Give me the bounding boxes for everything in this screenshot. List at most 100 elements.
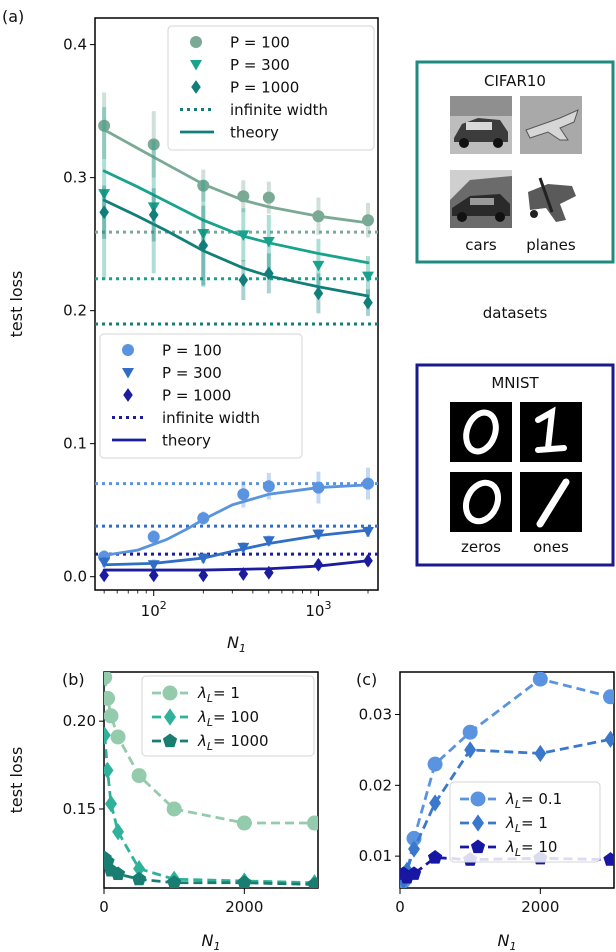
panel-c-legend-label: λL= 0.1 bbox=[505, 790, 562, 811]
panel-c-point bbox=[462, 724, 478, 740]
cifar-point bbox=[238, 273, 249, 287]
mnist-legend-label: infinite width bbox=[162, 409, 260, 427]
panel-b-legend-box bbox=[141, 675, 315, 757]
panel-b-point bbox=[104, 761, 114, 779]
panel-c-legend-box bbox=[449, 781, 601, 863]
panel-c-legend-label: λL= 1 bbox=[505, 814, 548, 835]
mnist-legend-box bbox=[99, 333, 303, 459]
panel-b-point bbox=[104, 708, 119, 724]
panel-c-label: (c) bbox=[356, 670, 377, 689]
cifar-legend-label: theory bbox=[230, 124, 279, 142]
panel-c-point bbox=[406, 830, 422, 846]
panel-a-xlabel-base: N bbox=[227, 633, 239, 652]
panel-b-point bbox=[237, 875, 252, 888]
mnist-point bbox=[312, 481, 325, 494]
cifar-point bbox=[148, 207, 159, 222]
panel-c-point bbox=[408, 840, 421, 858]
panel-a-ylabel: test loss bbox=[7, 271, 26, 338]
panel-b-series-line bbox=[104, 677, 315, 825]
cifar-label-planes: planes bbox=[526, 236, 576, 254]
panel-b-series-group bbox=[104, 672, 318, 888]
mnist-title: MNIST bbox=[491, 374, 539, 392]
panel-b-point bbox=[236, 815, 252, 831]
cifar-point bbox=[99, 205, 109, 220]
mnist-legend-label: P = 100 bbox=[162, 342, 222, 360]
panel-b-legend-label-sym: λ bbox=[197, 684, 207, 702]
cifar-point bbox=[362, 214, 375, 227]
panel-c-legend: λL= 0.1λL= 1λL= 10 bbox=[449, 781, 601, 863]
panel-c-legend-marker bbox=[470, 839, 486, 854]
cifar-theory-line bbox=[102, 128, 370, 225]
cifar-point bbox=[262, 236, 275, 248]
xtick-exp: 3 bbox=[324, 599, 331, 612]
mnist-legend-marker bbox=[122, 344, 134, 356]
panel-c-xlabel-sub: 1 bbox=[509, 940, 516, 952]
panel-b-legend-label-sub: L bbox=[207, 716, 213, 729]
panel-c-point bbox=[603, 852, 614, 866]
panel-c-legend-marker bbox=[472, 814, 484, 832]
mnist-image-one-2 bbox=[520, 472, 582, 532]
panel-b-point bbox=[112, 823, 125, 841]
mnist-legend: P = 100 P = 300 P = 1000 infinite width theo… bbox=[99, 333, 303, 459]
mnist-point bbox=[238, 567, 249, 581]
cifar-point bbox=[363, 295, 373, 310]
panel-c-point bbox=[602, 689, 614, 705]
panel-b-point bbox=[306, 815, 318, 831]
mnist-point bbox=[147, 560, 160, 571]
panel-b-legend-marker bbox=[162, 733, 178, 748]
cifar-point bbox=[147, 138, 160, 151]
xtick-label: 0 bbox=[99, 898, 109, 916]
cifar-legend-label: P = 1000 bbox=[230, 79, 299, 97]
ytick-label: 0.1 bbox=[63, 435, 87, 453]
xtick-label: 103 bbox=[305, 599, 331, 620]
xtick-label: 0 bbox=[395, 898, 405, 916]
panel-c-point bbox=[427, 756, 443, 772]
xtick-label: 102 bbox=[141, 599, 167, 620]
panel-c-point bbox=[427, 850, 443, 864]
cifar-image-car-1 bbox=[450, 96, 512, 154]
panel-b-legend-label: λL= 100 bbox=[197, 708, 259, 729]
ytick-label: 0.02 bbox=[359, 776, 392, 794]
cifar-legend-label: infinite width bbox=[230, 101, 328, 119]
mnist-point bbox=[148, 568, 159, 583]
mnist-image-one-1 bbox=[520, 402, 582, 462]
mnist-point bbox=[197, 512, 210, 525]
cifar-legend-marker bbox=[190, 36, 202, 48]
cifar-legend-label: P = 100 bbox=[230, 34, 290, 52]
cifar-point bbox=[98, 189, 111, 200]
cifar-image-plane-1 bbox=[520, 96, 582, 154]
panel-c-legend-label-sub: L bbox=[515, 846, 521, 859]
cifar-theory-line bbox=[102, 198, 370, 298]
cifar-point bbox=[262, 191, 275, 204]
panel-b-legend-label: λL= 1000 bbox=[197, 732, 269, 753]
cifar-point bbox=[313, 286, 324, 301]
mnist-legend-label: theory bbox=[162, 432, 211, 450]
panel-c-legend-label-sym: λ bbox=[505, 838, 515, 856]
cifar-image-plane-2 bbox=[520, 170, 582, 228]
panel-b-point bbox=[110, 866, 126, 881]
panel-c-legend-label-sym: λ bbox=[505, 790, 515, 808]
panel-c-legend-label-sym: λ bbox=[505, 814, 515, 832]
mnist-label-zeros: zeros bbox=[461, 538, 501, 556]
xtick-exp: 2 bbox=[160, 599, 167, 612]
mnist-point bbox=[99, 568, 109, 583]
xtick-label: 2000 bbox=[225, 898, 263, 916]
cifar-point bbox=[312, 260, 325, 272]
panel-b-point bbox=[104, 726, 111, 744]
cifar-point bbox=[197, 228, 210, 240]
panel-b-point bbox=[133, 860, 146, 878]
ytick-label: 0.3 bbox=[63, 169, 87, 187]
panel-b-legend-label-val: = 1 bbox=[213, 684, 240, 702]
cifar-point bbox=[264, 266, 274, 281]
mnist-point bbox=[362, 526, 375, 538]
ytick-label: 0.4 bbox=[63, 36, 87, 54]
panel-c-legend-label-val: = 10 bbox=[521, 838, 557, 856]
panel-c-xlabel-base: N bbox=[498, 931, 510, 950]
cifar-legend: P = 100 P = 300 P = 1000 infinite width theo… bbox=[167, 25, 375, 151]
cifar-legend-label: P = 300 bbox=[230, 56, 290, 74]
panel-b-point bbox=[104, 690, 116, 706]
panel-c-legend-label-sub: L bbox=[515, 798, 521, 811]
mnist-theory-line bbox=[102, 559, 370, 572]
